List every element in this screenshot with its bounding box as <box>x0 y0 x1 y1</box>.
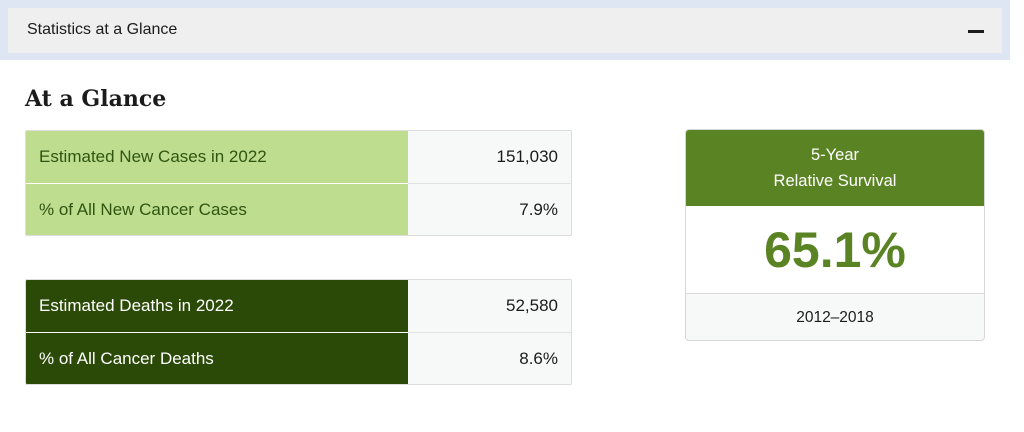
accordion-header[interactable]: Statistics at a Glance <box>8 8 1002 53</box>
row-value: 52,580 <box>408 280 571 332</box>
new-cases-table: Estimated New Cases in 2022 151,030 % of… <box>25 130 572 236</box>
row-label: % of All Cancer Deaths <box>26 332 408 384</box>
survival-rate: 65.1% <box>764 221 906 278</box>
survival-header-line1: 5-Year <box>810 146 859 164</box>
table-row: % of All New Cancer Cases 7.9% <box>26 183 571 235</box>
table-row: Estimated Deaths in 2022 52,580 <box>26 280 571 332</box>
collapse-button[interactable] <box>962 16 990 44</box>
row-value: 151,030 <box>408 131 571 183</box>
survival-body: 65.1% <box>686 206 984 294</box>
survival-card: 5-Year Relative Survival 65.1% 2012–2018 <box>685 129 985 341</box>
accordion-panel: Statistics at a Glance <box>0 0 1010 60</box>
section-heading: At a Glance <box>25 86 167 112</box>
table-row: % of All Cancer Deaths 8.6% <box>26 332 571 384</box>
deaths-table: Estimated Deaths in 2022 52,580 % of All… <box>25 279 572 385</box>
row-value: 7.9% <box>408 183 571 235</box>
survival-period: 2012–2018 <box>796 308 874 326</box>
table-row: Estimated New Cases in 2022 151,030 <box>26 131 571 183</box>
survival-header: 5-Year Relative Survival <box>686 130 984 206</box>
row-label: % of All New Cancer Cases <box>26 183 408 235</box>
minus-icon <box>968 30 984 33</box>
survival-header-line2: Relative Survival <box>773 172 897 190</box>
row-label: Estimated New Cases in 2022 <box>26 131 408 183</box>
row-value: 8.6% <box>408 332 571 384</box>
row-label: Estimated Deaths in 2022 <box>26 280 408 332</box>
accordion-title[interactable]: Statistics at a Glance <box>27 21 178 38</box>
